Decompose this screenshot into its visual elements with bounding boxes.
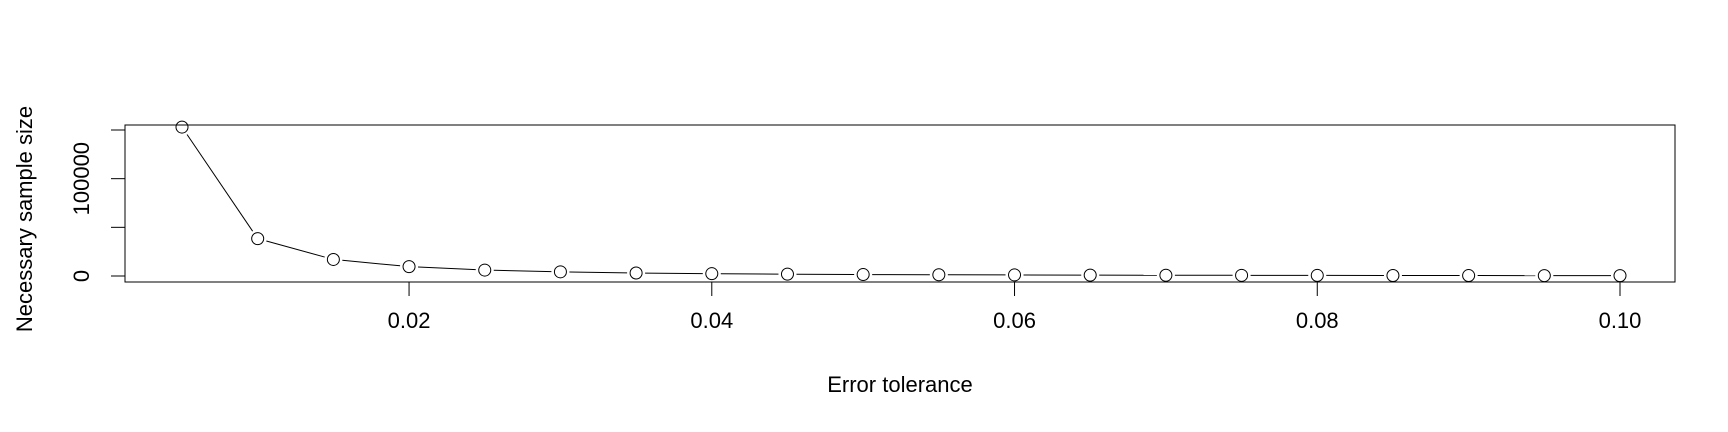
data-points (175, 120, 1627, 283)
y-axis-label: Necessary sample size (12, 106, 37, 332)
x-tick-label: 0.08 (1296, 308, 1339, 333)
data-point (1008, 268, 1022, 282)
data-point (629, 266, 643, 280)
y-tick-label: 0 (69, 270, 94, 282)
data-point (326, 252, 340, 266)
data-point (1462, 269, 1476, 283)
data-point (553, 265, 567, 279)
data-point (1613, 269, 1627, 283)
series-segment (493, 269, 552, 273)
series-segment (342, 259, 401, 267)
data-point (780, 267, 794, 281)
data-point (175, 120, 189, 134)
x-axis: 0.02 0.04 0.06 0.08 0.10 (388, 282, 1642, 333)
data-point (251, 232, 265, 246)
data-point (856, 268, 870, 282)
data-point (932, 268, 946, 282)
data-point (478, 263, 492, 277)
x-tick-label: 0.10 (1599, 308, 1642, 333)
x-axis-label: Error tolerance (827, 372, 973, 397)
x-tick-label: 0.04 (690, 308, 733, 333)
series-line (186, 134, 1612, 277)
series-segment (186, 134, 254, 232)
series-segment (645, 272, 703, 275)
data-point (1083, 268, 1097, 282)
x-tick-label: 0.06 (993, 308, 1036, 333)
series-segment (569, 271, 628, 274)
data-point (705, 267, 719, 281)
data-point (1537, 269, 1551, 283)
x-tick-label: 0.02 (388, 308, 431, 333)
data-point (1386, 268, 1400, 282)
plot-frame (124, 124, 1676, 283)
data-point (1235, 268, 1249, 282)
data-point (1310, 268, 1324, 282)
series-segment (418, 266, 476, 271)
series-segment (266, 240, 325, 258)
data-point (1159, 268, 1173, 282)
data-point (402, 260, 416, 274)
y-tick-label: 100000 (69, 142, 94, 215)
y-axis: 0 100000 (69, 129, 125, 282)
